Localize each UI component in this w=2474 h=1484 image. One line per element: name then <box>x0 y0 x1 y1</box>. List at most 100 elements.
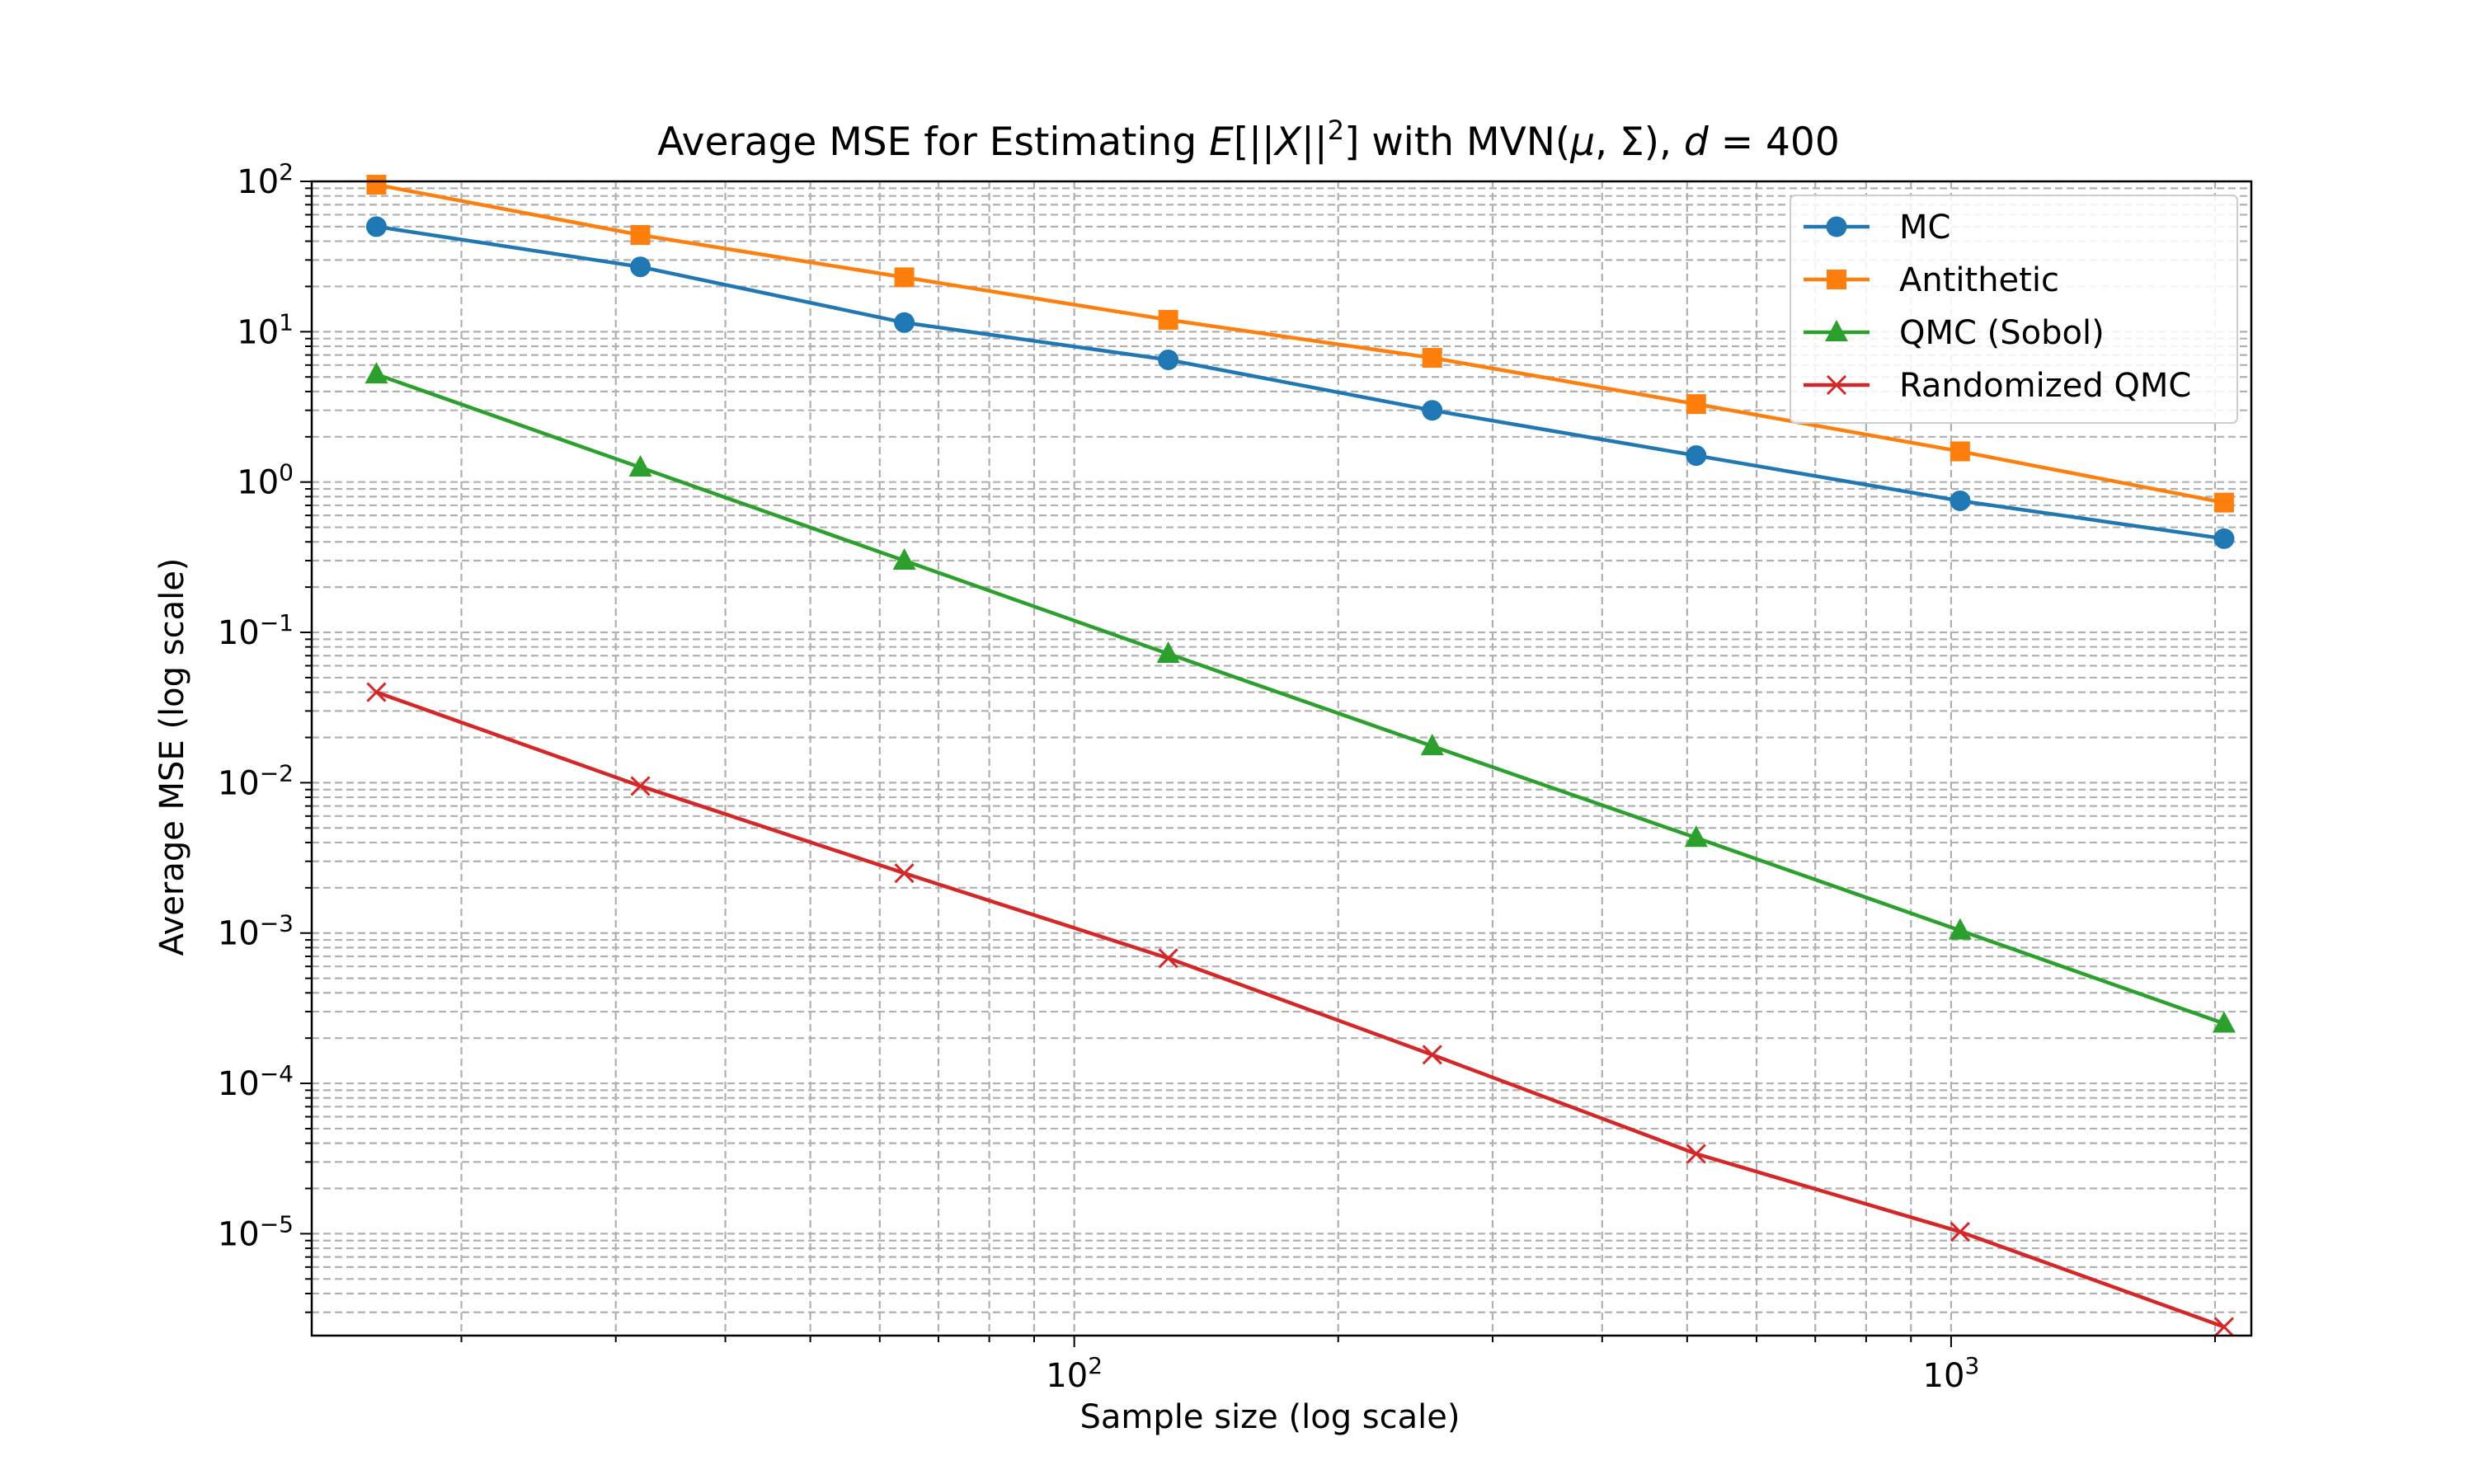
data-point-qmc-sobol <box>1684 825 1708 848</box>
x-tick-label: 102 <box>1046 1352 1103 1396</box>
title-d-symbol: d <box>1684 120 1710 165</box>
data-point-randomized-qmc <box>1422 1045 1442 1065</box>
legend-label-mc: MC <box>1899 209 1950 247</box>
y-tick-label: 10−1 <box>218 609 294 653</box>
data-point-mc <box>1686 445 1707 467</box>
legend-item-qmc-sobol: QMC (Sobol) <box>1804 314 2105 352</box>
data-point-antithetic <box>630 225 651 246</box>
plot-area-frame <box>310 180 2253 1337</box>
data-point-randomized-qmc <box>366 682 387 702</box>
series-qmc-sobol <box>365 362 2236 1033</box>
title-with-text: with MVN( <box>1359 120 1570 165</box>
data-point-antithetic <box>366 175 387 195</box>
y-tick-base: 10 <box>218 915 260 953</box>
data-point-randomized-qmc <box>630 776 651 796</box>
data-point-qmc-sobol <box>2212 1011 2236 1033</box>
x-tick-base: 10 <box>1046 1357 1088 1395</box>
data-point-qmc-sobol <box>365 362 388 384</box>
title-exponent: 2 <box>1328 115 1344 146</box>
data-point-randomized-qmc <box>1950 1222 1970 1242</box>
data-point-qmc-sobol <box>628 455 652 477</box>
legend-label-randomized-qmc: Randomized QMC <box>1899 367 2191 405</box>
x-tick-exponent: 2 <box>1088 1352 1103 1379</box>
data-point-mc <box>365 216 387 237</box>
data-point-randomized-qmc <box>2213 1317 2235 1337</box>
y-tick-base: 10 <box>237 163 279 201</box>
data-point-antithetic <box>2213 492 2234 513</box>
chart-title: Average MSE for Estimating E[||X||2] wit… <box>657 115 1839 165</box>
y-tick-exponent: 0 <box>279 458 294 486</box>
title-d-value: = 400 <box>1709 120 1840 165</box>
legend-box <box>1790 195 2238 424</box>
data-point-randomized-qmc <box>894 863 915 884</box>
legend-item-randomized-qmc: Randomized QMC <box>1804 367 2191 405</box>
data-point-randomized-qmc <box>1158 948 1178 969</box>
data-point-qmc-sobol <box>1420 734 1444 756</box>
y-tick-label: 100 <box>237 458 294 502</box>
legend-item-antithetic: Antithetic <box>1804 261 2059 299</box>
y-tick-base: 10 <box>218 1065 260 1103</box>
data-point-mc <box>1158 349 1179 370</box>
y-tick-label: 10−3 <box>218 909 294 953</box>
y-tick-base: 10 <box>237 313 279 351</box>
y-tick-label: 102 <box>237 158 294 202</box>
data-point-antithetic <box>1950 441 1970 462</box>
title-e-symbol: E <box>1209 120 1234 165</box>
data-point-qmc-sobol <box>892 548 916 571</box>
y-tick-label: 10−5 <box>218 1210 294 1254</box>
legend-marker-mc <box>1826 216 1847 237</box>
y-tick-label: 101 <box>237 308 294 352</box>
data-point-antithetic <box>1422 348 1442 369</box>
data-point-qmc-sobol <box>1948 918 1972 940</box>
data-point-mc <box>1950 490 1971 511</box>
data-point-randomized-qmc <box>1686 1144 1706 1164</box>
x-axis-label: Sample size (log scale) <box>1080 1398 1460 1436</box>
y-tick-exponent: −3 <box>260 909 294 937</box>
y-tick-exponent: −1 <box>260 609 294 636</box>
series-mc <box>365 216 2235 549</box>
x-tick-base: 10 <box>1923 1357 1965 1395</box>
series-line-antithetic <box>376 182 2225 505</box>
y-tick-label: 10−4 <box>218 1060 294 1104</box>
y-tick-exponent: −5 <box>260 1210 294 1237</box>
legend-marker-qmc-sobol <box>1825 320 1848 341</box>
y-tick-exponent: 2 <box>279 158 294 186</box>
series-antithetic <box>366 175 2234 513</box>
legend: MC Antithetic QMC (Sobol) Randomized QMC <box>1790 195 2238 424</box>
legend-label-qmc-sobol: QMC (Sobol) <box>1899 314 2105 352</box>
data-point-antithetic <box>1158 309 1178 330</box>
data-point-mc <box>630 256 651 278</box>
y-tick-base: 10 <box>218 614 260 652</box>
title-bracket-mid: || <box>1301 120 1328 165</box>
title-bracket-close: ] <box>1344 120 1359 165</box>
y-tick-base: 10 <box>237 464 279 502</box>
title-prefix: Average MSE for Estimating <box>657 120 1209 165</box>
y-tick-exponent: −4 <box>260 1060 294 1087</box>
series-line-randomized-qmc <box>375 690 2225 1329</box>
series-randomized-qmc <box>366 682 2235 1337</box>
x-tick-label: 103 <box>1923 1352 1980 1396</box>
y-tick-base: 10 <box>218 764 260 802</box>
title-mu-symbol: μ <box>1569 120 1595 165</box>
series-line-mc <box>376 224 2225 541</box>
title-x-symbol: X <box>1272 120 1303 165</box>
title-sigma-text: , Σ), <box>1595 120 1684 165</box>
series-line-qmc-sobol <box>375 373 2225 1026</box>
title-bracket-open: [|| <box>1234 120 1275 165</box>
legend-item-mc: MC <box>1804 209 1950 247</box>
legend-marker-randomized-qmc <box>1826 374 1847 396</box>
y-tick-base: 10 <box>218 1215 260 1253</box>
data-point-mc <box>2213 528 2235 549</box>
y-tick-exponent: 1 <box>279 308 294 336</box>
data-point-qmc-sobol <box>1156 641 1180 664</box>
y-tick-exponent: −2 <box>260 759 294 787</box>
data-point-mc <box>1422 400 1443 421</box>
legend-marker-antithetic <box>1827 270 1846 289</box>
data-point-antithetic <box>894 267 915 288</box>
data-point-mc <box>894 312 915 333</box>
legend-label-antithetic: Antithetic <box>1899 261 2059 299</box>
data-point-antithetic <box>1686 394 1706 415</box>
y-tick-label: 10−2 <box>218 759 294 803</box>
